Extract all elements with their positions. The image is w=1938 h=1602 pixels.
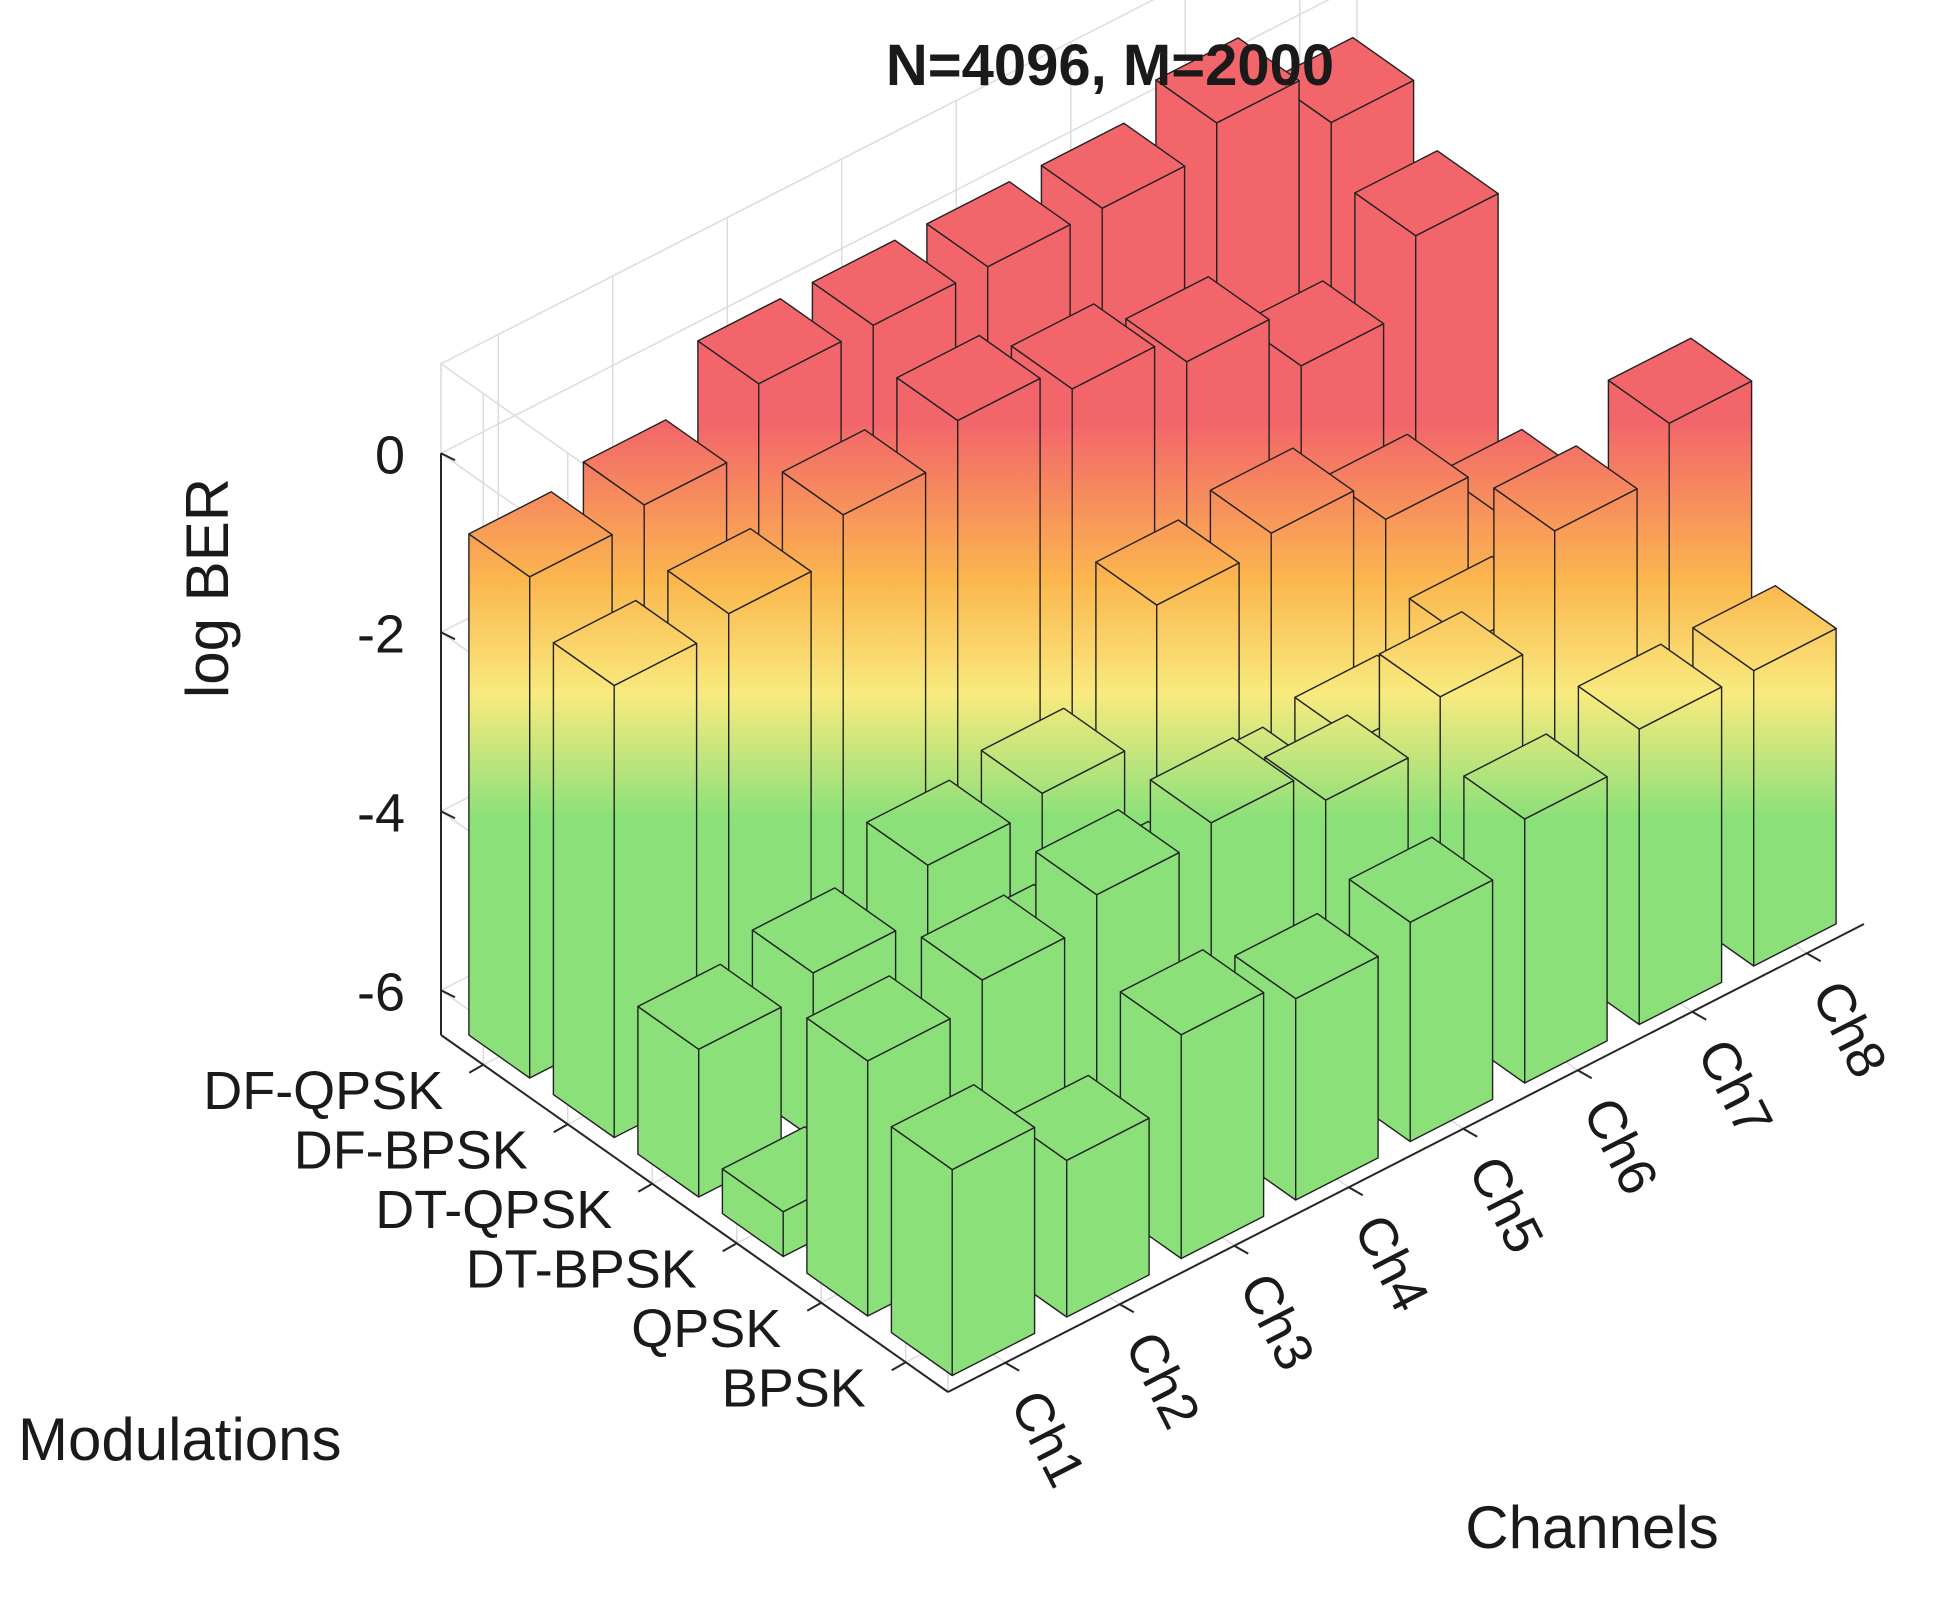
bar-face-top (1040, 122, 1186, 209)
z-tick (440, 810, 456, 820)
bar-face-front (1409, 879, 1494, 1143)
bar-face-top (1493, 445, 1638, 532)
bar-face-top (1234, 912, 1379, 1000)
bar-face-top (1010, 303, 1156, 390)
bar-face-left (806, 1017, 869, 1317)
modulation-tick-label: QPSK (631, 1299, 781, 1359)
bar-face-top (1264, 714, 1409, 801)
bar-face-left (468, 533, 531, 1079)
modulation-tick (806, 1301, 822, 1312)
chart-title: N=4096, M=2000 (886, 33, 1334, 98)
bar-face-top (1149, 737, 1295, 824)
bar-face-top (1119, 949, 1265, 1036)
labels-layer: N=4096, M=2000 log BER Modulations Chann… (18, 33, 1719, 1561)
bar-face-top (1692, 585, 1837, 672)
z-tick (440, 989, 456, 999)
bar-face-top (667, 527, 812, 615)
channels-axis-label: Channels (1465, 1494, 1719, 1561)
bar-face-top (1348, 836, 1494, 923)
z-tick-label: 0 (375, 425, 405, 485)
channel-tick (1119, 1303, 1135, 1314)
z-tick-label: -2 (357, 604, 405, 664)
channel-tick (1233, 1244, 1249, 1255)
channel-tick (1806, 952, 1822, 963)
bar-face-top (468, 491, 613, 578)
modulation-tick (637, 1182, 653, 1193)
bar-face-left (890, 1126, 953, 1377)
bar-face-top (926, 180, 1071, 268)
bar-face-front (951, 1126, 1036, 1377)
bar-face-top (1095, 519, 1240, 606)
bar-face-front (1638, 686, 1723, 1026)
channel-tick-label: Ch4 (1342, 1205, 1440, 1321)
channel-tick (1348, 1186, 1364, 1197)
bar-face-top (1209, 447, 1355, 534)
bars-layer (468, 36, 1837, 1377)
bar-BPSK-Ch1 (890, 1083, 1036, 1377)
bar-face-top (1125, 276, 1270, 363)
bar-face-front (1523, 776, 1608, 1084)
modulation-tick (891, 1361, 907, 1372)
modulation-tick-label: DF-QPSK (203, 1061, 443, 1121)
bar-face-top (806, 975, 951, 1062)
bar-face-top (1607, 337, 1753, 424)
channel-tick (1004, 1361, 1020, 1372)
channel-tick-label: Ch5 (1457, 1147, 1555, 1263)
bar-face-top (1463, 733, 1608, 820)
bar-face-front (1180, 991, 1265, 1260)
bar-face-top (920, 894, 1066, 981)
bar-face-top (697, 298, 842, 385)
z-tick-label: -6 (357, 962, 405, 1022)
z-tick (440, 631, 456, 641)
bar-face-top (582, 419, 728, 506)
bar-BPSK-Ch3 (1119, 949, 1265, 1260)
channel-tick (1691, 1010, 1707, 1021)
bar-face-top (552, 599, 698, 687)
modulation-tick-label: BPSK (722, 1358, 866, 1418)
modulation-tick (553, 1123, 569, 1134)
bar-face-left (552, 642, 615, 1139)
z-axis-label: log BER (174, 478, 241, 698)
modulation-tick-label: DT-QPSK (375, 1180, 612, 1240)
bar-face-top (1577, 643, 1723, 730)
modulation-tick (468, 1063, 484, 1074)
modulation-tick-label: DT-BPSK (466, 1239, 697, 1299)
channel-tick-label: Ch1 (999, 1381, 1097, 1497)
bar-face-top (896, 334, 1041, 422)
bar-face-top (980, 707, 1126, 794)
bar-face-top (1155, 37, 1300, 124)
channel-tick-label: Ch3 (1228, 1264, 1326, 1380)
modulation-tick-label: DF-BPSK (294, 1120, 528, 1180)
modulations-axis-line (440, 1034, 949, 1393)
z-tick-label: -4 (357, 783, 405, 843)
channels-axis-line (947, 923, 1865, 1393)
bar-face-top (1378, 611, 1524, 698)
bar-face-top (1354, 150, 1499, 237)
bar-QPSK-Ch1 (806, 975, 951, 1317)
bar-face-top (866, 779, 1011, 866)
modulations-axis-label: Modulations (18, 1406, 342, 1473)
bar-face-top (811, 239, 957, 326)
channel-tick-label: Ch8 (1800, 971, 1898, 1087)
bar-face-top (1035, 809, 1180, 896)
bar-face-top (751, 887, 897, 974)
channel-tick-label: Ch7 (1686, 1030, 1784, 1146)
bar-face-top (637, 963, 782, 1051)
channel-tick-label: Ch2 (1113, 1322, 1211, 1438)
bar-face-top (890, 1083, 1036, 1171)
bar-BPSK-Ch6 (1463, 733, 1608, 1084)
channel-tick-label: Ch6 (1571, 1088, 1669, 1204)
z-tick (440, 452, 456, 462)
modulation-tick (722, 1242, 738, 1253)
channel-tick (1577, 1069, 1593, 1080)
channel-tick (1462, 1127, 1478, 1138)
bar-face-front (1752, 627, 1837, 967)
bar-face-top (781, 429, 927, 516)
